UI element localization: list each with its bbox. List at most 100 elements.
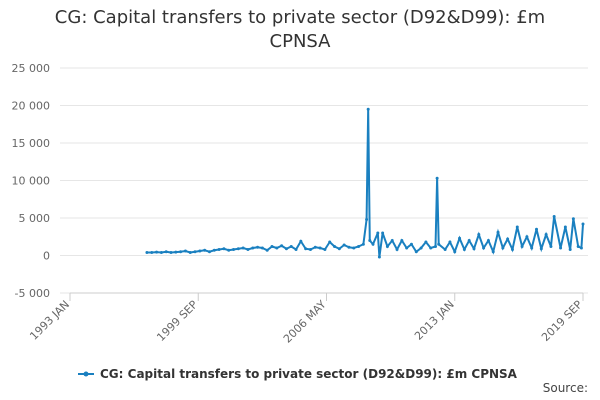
data-point bbox=[275, 246, 279, 250]
data-point bbox=[342, 243, 346, 247]
x-tick-label: 1993 JAN bbox=[27, 298, 72, 343]
data-point bbox=[232, 248, 236, 251]
data-point bbox=[280, 244, 284, 248]
data-point bbox=[530, 246, 534, 250]
data-point bbox=[236, 247, 240, 251]
data-point bbox=[174, 250, 178, 254]
data-point bbox=[437, 242, 441, 246]
data-point bbox=[467, 239, 471, 242]
data-point bbox=[458, 236, 462, 240]
data-point bbox=[400, 239, 404, 242]
data-point bbox=[366, 107, 370, 111]
data-point bbox=[313, 245, 317, 249]
data-point bbox=[443, 248, 447, 251]
x-tick-label: 2013 JAN bbox=[412, 298, 457, 343]
data-point bbox=[212, 248, 216, 252]
data-point bbox=[520, 245, 524, 248]
data-point bbox=[241, 246, 245, 250]
data-point bbox=[256, 245, 260, 249]
data-point bbox=[246, 248, 250, 251]
data-point bbox=[434, 245, 438, 248]
data-point bbox=[563, 225, 567, 229]
data-point bbox=[501, 246, 505, 250]
data-point bbox=[328, 240, 332, 244]
chart-title: CG: Capital transfers to private sector … bbox=[54, 7, 546, 52]
data-point bbox=[462, 248, 466, 251]
data-point bbox=[159, 251, 163, 254]
data-point bbox=[576, 245, 580, 248]
data-point bbox=[347, 245, 351, 249]
data-point bbox=[304, 247, 308, 251]
data-point bbox=[510, 248, 514, 251]
data-point bbox=[357, 245, 361, 248]
data-point bbox=[333, 245, 337, 248]
source: Source: bbox=[543, 381, 588, 395]
data-point bbox=[294, 248, 298, 251]
data-point bbox=[155, 250, 159, 254]
x-tick-label: 2019 SEP bbox=[539, 298, 585, 344]
data-point bbox=[581, 222, 585, 226]
data-point bbox=[535, 227, 539, 231]
data-point bbox=[377, 255, 381, 259]
data-point bbox=[251, 246, 255, 250]
data-point bbox=[188, 251, 192, 254]
y-tick-label: 0 bbox=[43, 250, 50, 263]
data-point bbox=[145, 251, 149, 254]
data-point bbox=[368, 239, 372, 242]
data-point bbox=[549, 245, 553, 248]
y-tick-label: 20 000 bbox=[12, 100, 51, 113]
data-point bbox=[193, 250, 197, 254]
data-point bbox=[491, 250, 495, 254]
data-point bbox=[299, 239, 303, 243]
series-line bbox=[146, 109, 584, 258]
data-point bbox=[337, 247, 341, 251]
data-point bbox=[198, 249, 202, 253]
data-point bbox=[217, 248, 221, 251]
data-point bbox=[496, 230, 500, 234]
data-point bbox=[477, 233, 481, 236]
data-point bbox=[179, 250, 183, 254]
data-point bbox=[539, 247, 543, 251]
data-point bbox=[559, 246, 563, 250]
data-point bbox=[506, 237, 510, 241]
data-point bbox=[472, 247, 476, 251]
data-point bbox=[284, 247, 288, 251]
data-point bbox=[365, 218, 369, 221]
data-point bbox=[203, 248, 207, 252]
y-tick-label: 25 000 bbox=[12, 62, 51, 75]
data-point bbox=[448, 240, 452, 244]
data-point bbox=[515, 225, 519, 229]
data-point bbox=[453, 250, 457, 254]
x-tick-label: 2006 MAY bbox=[281, 298, 329, 346]
legend-label: CG: Capital transfers to private sector … bbox=[100, 367, 518, 381]
data-point bbox=[323, 248, 327, 251]
data-point bbox=[414, 250, 418, 254]
data-point bbox=[207, 250, 211, 254]
data-point bbox=[381, 231, 385, 235]
data-point bbox=[183, 249, 187, 253]
data-point bbox=[409, 242, 413, 246]
data-point bbox=[222, 247, 226, 251]
data-point bbox=[579, 246, 583, 250]
data-point bbox=[482, 246, 486, 250]
data-point bbox=[390, 239, 394, 242]
data-point bbox=[405, 246, 409, 250]
legend-marker bbox=[83, 371, 89, 377]
data-point bbox=[544, 233, 548, 236]
y-tick-label: 15 000 bbox=[12, 137, 51, 150]
data-point bbox=[150, 251, 154, 254]
data-point bbox=[395, 248, 399, 251]
y-tick-label: -5 000 bbox=[15, 287, 50, 300]
data-point bbox=[308, 248, 312, 251]
data-point bbox=[265, 248, 269, 252]
x-tick-label: 1999 SEP bbox=[154, 298, 200, 344]
data-point bbox=[260, 246, 264, 250]
data-point bbox=[318, 246, 322, 250]
data-point bbox=[352, 246, 356, 250]
data-point bbox=[552, 215, 556, 218]
data-point bbox=[376, 231, 380, 235]
data-point bbox=[429, 246, 433, 250]
data-point bbox=[525, 235, 529, 239]
